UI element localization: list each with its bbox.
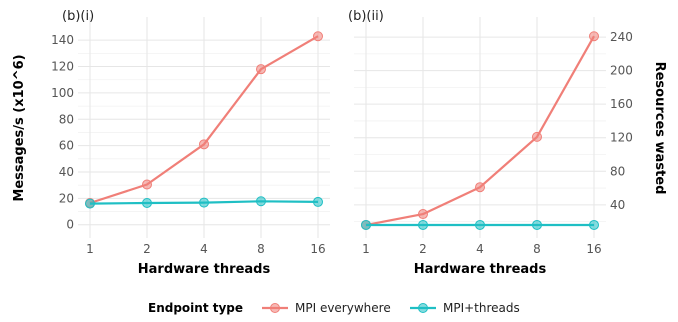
chart-panel-1: (b)(i) 0 20 40 60 80 100 120 140 1 2 4 8 16 Hardware t… [12, 9, 330, 277]
data-point-mpi-everywhere [256, 64, 266, 75]
y-tick-label: 80 [610, 164, 625, 178]
x-tick-label: 2 [143, 242, 151, 256]
y-axis-title: Resources wasted [652, 62, 667, 195]
x-tick-label: 4 [200, 242, 208, 256]
legend-swatch-point [418, 303, 428, 313]
y-tick-label: 0 [66, 218, 74, 232]
data-point-mpi-threads [313, 196, 323, 207]
data-point-mpi-threads [199, 197, 209, 208]
series-mpi-threads [85, 196, 323, 209]
data-point-mpi-everywhere [532, 131, 542, 142]
y-tick-label: 140 [51, 33, 74, 47]
data-point-mpi-threads [532, 219, 542, 230]
legend-swatch-point [270, 303, 280, 313]
x-tick-label: 1 [362, 242, 370, 256]
data-point-mpi-threads [85, 198, 95, 209]
x-tick-label: 4 [476, 242, 484, 256]
y-tick-label: 240 [610, 30, 633, 44]
y-tick-label: 80 [59, 112, 74, 126]
x-axis-title: Hardware threads [138, 262, 271, 277]
data-point-mpi-threads [142, 197, 152, 208]
y-tick-label: 40 [610, 198, 625, 212]
x-tick-label: 16 [310, 242, 325, 256]
x-tick-label: 1 [86, 242, 94, 256]
y-tick-label: 20 [59, 191, 74, 205]
legend-label: MPI+threads [443, 301, 520, 315]
panel-title: (b)(ii) [348, 9, 384, 24]
y-tick-label: 200 [610, 64, 633, 78]
data-point-mpi-everywhere [589, 31, 599, 42]
data-point-mpi-everywhere [142, 179, 152, 190]
x-tick-label: 16 [586, 242, 601, 256]
legend-label: MPI everywhere [295, 301, 391, 315]
data-point-mpi-threads [256, 196, 266, 207]
y-tick-label: 100 [51, 86, 74, 100]
data-point-mpi-everywhere [475, 182, 485, 193]
y-axis-title: Messages/s (x10^6) [12, 54, 27, 201]
y-tick-label: 160 [610, 97, 633, 111]
data-point-mpi-threads [418, 219, 428, 230]
legend-item-mpi-everywhere: MPI everywhere [262, 301, 391, 315]
x-tick-label: 8 [533, 242, 541, 256]
y-tick-label: 120 [51, 60, 74, 74]
data-point-mpi-everywhere [418, 209, 428, 220]
panel-title: (b)(i) [62, 9, 94, 24]
data-point-mpi-threads [589, 219, 599, 230]
x-tick-label: 2 [419, 242, 427, 256]
legend: Endpoint type MPI everywhere MPI+threads [148, 301, 520, 315]
series-mpi-threads [361, 219, 599, 230]
legend-item-mpi-threads: MPI+threads [410, 301, 520, 315]
data-point-mpi-everywhere [313, 31, 323, 42]
data-point-mpi-threads [361, 219, 371, 230]
data-point-mpi-threads [475, 219, 485, 230]
chart-panel-2: (b)(ii) 40 80 120 160 200 240 1 2 4 8 16 Hardware th… [348, 9, 667, 277]
legend-title: Endpoint type [148, 301, 243, 315]
data-point-mpi-everywhere [199, 139, 209, 150]
x-tick-label: 8 [257, 242, 265, 256]
y-tick-label: 40 [59, 165, 74, 179]
y-tick-label: 120 [610, 131, 633, 145]
y-tick-label: 60 [59, 139, 74, 153]
x-axis-title: Hardware threads [414, 262, 547, 277]
